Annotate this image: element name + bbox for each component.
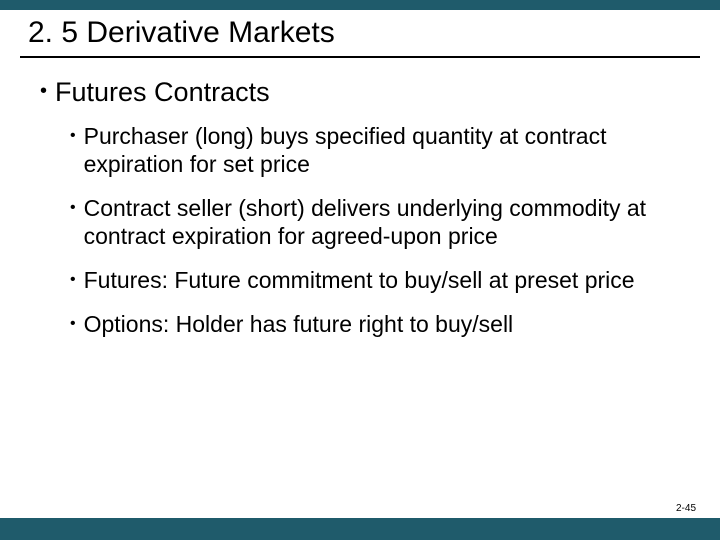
bullet-level2: • Options: Holder has future right to bu…	[70, 310, 680, 338]
bullet-level2: • Contract seller (short) delivers under…	[70, 194, 680, 250]
bullet-level1: • Futures Contracts	[40, 76, 680, 108]
content-area: • Futures Contracts • Purchaser (long) b…	[0, 58, 720, 338]
bullet-level2-text: Futures: Future commitment to buy/sell a…	[84, 266, 635, 294]
top-accent-bar	[0, 0, 720, 10]
bullet-dot-icon: •	[70, 122, 76, 150]
bullet-level2-text: Contract seller (short) delivers underly…	[84, 194, 680, 250]
bullet-dot-icon: •	[70, 194, 76, 222]
bullet-level2-text: Options: Holder has future right to buy/…	[84, 310, 514, 338]
bullet-level2: • Purchaser (long) buys specified quanti…	[70, 122, 680, 178]
bullet-dot-icon: •	[70, 310, 76, 338]
bullet-level2-text: Purchaser (long) buys specified quantity…	[84, 122, 680, 178]
bottom-accent-bar	[0, 518, 720, 540]
slide-title: 2. 5 Derivative Markets	[28, 16, 692, 50]
title-area: 2. 5 Derivative Markets	[0, 10, 720, 54]
bullet-level1-text: Futures Contracts	[55, 76, 270, 108]
bullet-level2: • Futures: Future commitment to buy/sell…	[70, 266, 680, 294]
page-number: 2-45	[676, 503, 696, 514]
bullet-dot-icon: •	[70, 266, 76, 294]
bullet-level2-group: • Purchaser (long) buys specified quanti…	[40, 122, 680, 338]
bullet-dot-icon: •	[40, 76, 47, 106]
